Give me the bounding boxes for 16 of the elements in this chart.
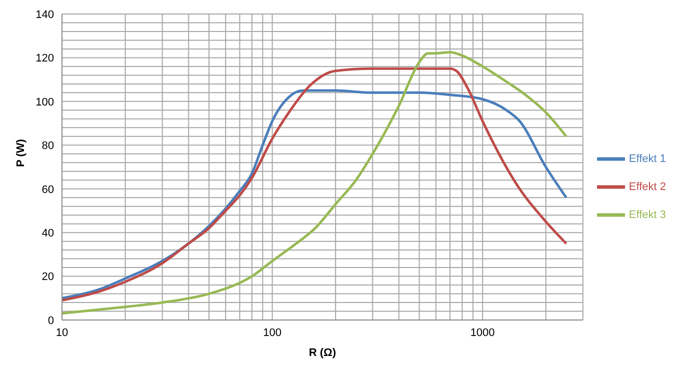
y-tick-label: 140 xyxy=(36,8,54,21)
legend-label: Effekt 1 xyxy=(628,152,666,165)
y-tick-label: 120 xyxy=(36,52,54,65)
x-tick-label: 1000 xyxy=(470,326,495,339)
y-tick-label: 60 xyxy=(42,184,54,196)
y-tick-label: 40 xyxy=(42,227,54,240)
y-tick-label: 100 xyxy=(36,96,54,108)
y-axis-title: P (W) xyxy=(14,138,27,167)
x-tick-label: 10 xyxy=(56,326,68,339)
legend-label: Effekt 2 xyxy=(628,180,666,193)
x-axis-title: R (Ω) xyxy=(308,347,336,359)
x-tick-label: 100 xyxy=(263,326,282,339)
legend-label: Effekt 3 xyxy=(628,208,666,221)
y-tick-label: 20 xyxy=(42,271,54,284)
y-tick-label: 0 xyxy=(48,314,54,327)
y-tick-label: 80 xyxy=(42,140,54,152)
